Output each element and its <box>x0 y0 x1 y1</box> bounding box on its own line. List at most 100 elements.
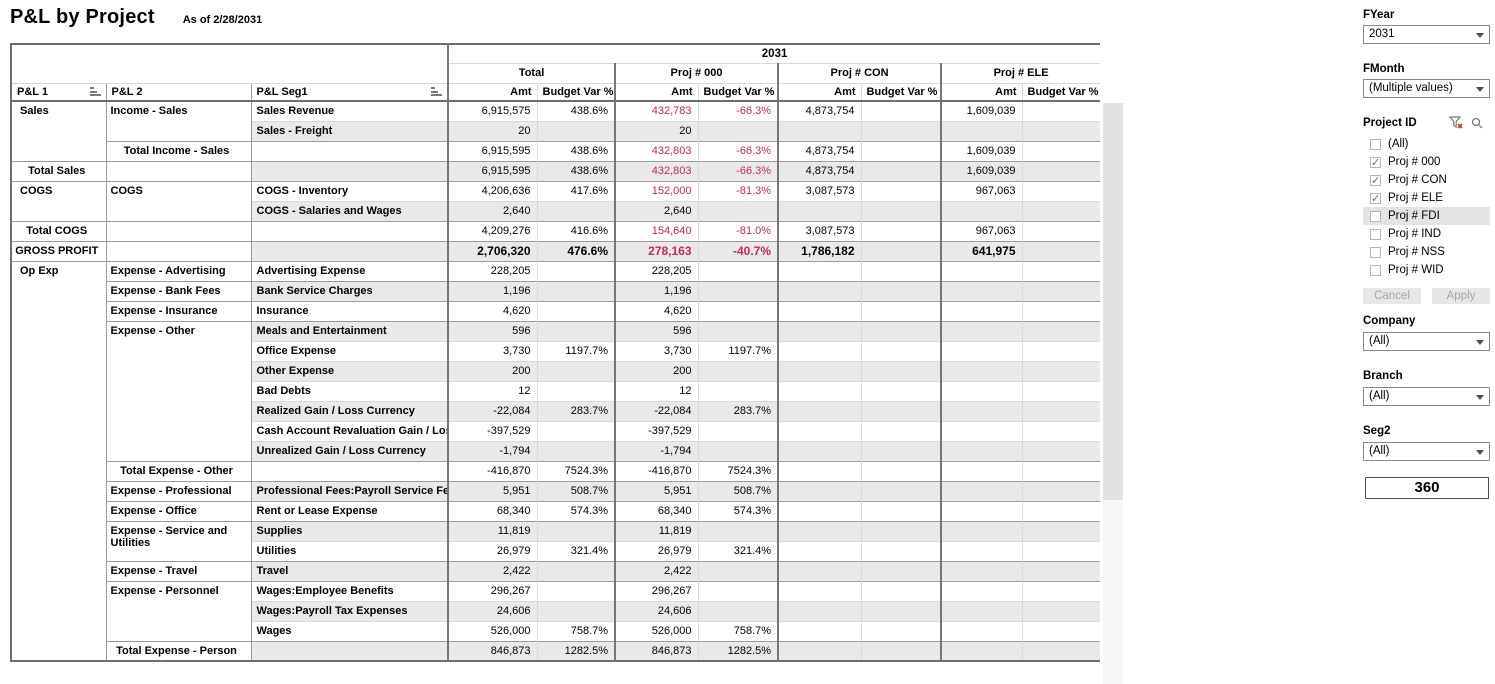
budget-var-cell[interactable]: 574.3% <box>697 500 779 521</box>
budget-var-cell[interactable] <box>697 520 779 541</box>
amount-cell[interactable]: 200 <box>614 360 699 381</box>
amount-cell[interactable] <box>940 540 1023 561</box>
seg1-cell[interactable] <box>250 220 449 241</box>
amount-cell[interactable] <box>940 440 1023 461</box>
seg1-label[interactable]: COGS - Inventory <box>250 180 449 201</box>
budget-var-cell[interactable] <box>1021 560 1100 581</box>
budget-var-cell[interactable]: -66.3% <box>697 140 779 161</box>
budget-var-cell[interactable] <box>1021 320 1100 341</box>
budget-var-cell[interactable]: -81.3% <box>697 180 779 201</box>
budget-var-cell[interactable] <box>860 160 942 181</box>
year-column-header[interactable]: 2031 <box>447 44 1100 64</box>
amount-cell[interactable]: 5,951 <box>447 480 538 501</box>
budget-var-cell[interactable]: 321.4% <box>536 540 616 561</box>
seg1-label[interactable]: Wages:Employee Benefits <box>250 580 449 601</box>
project-option-proj-ind[interactable]: Proj # IND <box>1363 225 1490 243</box>
seg1-label[interactable]: Travel <box>250 560 449 581</box>
budget-var-cell[interactable] <box>860 540 942 561</box>
amount-cell[interactable]: 432,803 <box>614 140 699 161</box>
column-group-projele[interactable]: Proj # ELE <box>940 63 1100 84</box>
budget-var-cell[interactable] <box>1021 400 1100 421</box>
budget-var-cell[interactable] <box>1021 260 1100 281</box>
pl1-label[interactable]: Op Exp <box>11 260 106 661</box>
amount-cell[interactable] <box>940 400 1023 421</box>
budget-var-cell[interactable] <box>1021 420 1100 441</box>
budget-var-cell[interactable] <box>697 280 779 301</box>
budget-var-cell[interactable]: 1282.5% <box>536 640 616 661</box>
amount-cell[interactable]: 4,873,754 <box>777 100 862 121</box>
amount-cell[interactable]: 20 <box>614 120 699 141</box>
amount-cell[interactable] <box>940 360 1023 381</box>
budget-var-cell[interactable]: 1282.5% <box>697 640 779 661</box>
amount-cell[interactable]: 200 <box>447 360 538 381</box>
column-group-projcon[interactable]: Proj # CON <box>777 63 942 84</box>
budget-var-cell[interactable] <box>697 440 779 461</box>
pl2-cell[interactable] <box>105 160 251 181</box>
budget-var-cell[interactable] <box>860 360 942 381</box>
amount-cell[interactable]: 154,640 <box>614 220 699 241</box>
budget-var-cell[interactable] <box>860 100 942 121</box>
pl2-cell[interactable] <box>105 240 251 261</box>
budget-var-cell[interactable] <box>697 380 779 401</box>
budget-var-cell[interactable] <box>860 560 942 581</box>
budget-var-cell[interactable] <box>860 460 942 481</box>
amount-cell[interactable] <box>777 640 862 661</box>
amount-cell[interactable]: 6,915,575 <box>447 100 538 121</box>
seg1-cell[interactable] <box>250 140 449 161</box>
seg1-label[interactable]: Cash Account Revaluation Gain / Loss <box>250 420 449 441</box>
budget-var-cell[interactable]: -81.0% <box>697 220 779 241</box>
budget-var-cell[interactable] <box>860 280 942 301</box>
project-option--all-[interactable]: (All) <box>1363 135 1490 153</box>
budget-var-cell[interactable] <box>536 580 616 601</box>
amount-cell[interactable] <box>777 560 862 581</box>
seg1-cell[interactable] <box>250 460 449 481</box>
pl2-total-label[interactable]: Total Expense - Person <box>105 640 251 661</box>
amount-cell[interactable]: 6,915,595 <box>447 140 538 161</box>
pl2-cell[interactable] <box>105 220 251 241</box>
amount-cell[interactable] <box>940 580 1023 601</box>
vertical-scrollbar[interactable] <box>1103 103 1123 684</box>
amount-cell[interactable] <box>940 320 1023 341</box>
amount-cell[interactable]: 3,730 <box>447 340 538 361</box>
pl2-label[interactable]: Expense - Other <box>105 320 251 461</box>
budget-var-cell[interactable] <box>1021 100 1100 121</box>
budget-var-cell[interactable] <box>1021 340 1100 361</box>
seg1-cell[interactable] <box>250 240 449 261</box>
amount-cell[interactable] <box>777 620 862 641</box>
pl2-label[interactable]: Expense - Bank Fees <box>105 280 251 301</box>
amount-cell[interactable]: -416,870 <box>614 460 699 481</box>
seg1-label[interactable]: Bank Service Charges <box>250 280 449 301</box>
amount-cell[interactable]: 596 <box>447 320 538 341</box>
budget-var-cell[interactable] <box>1021 360 1100 381</box>
row-header-seg1[interactable]: P&L Seg1 <box>250 83 449 102</box>
budget-var-cell[interactable]: -66.3% <box>697 160 779 181</box>
seg1-label[interactable]: Advertising Expense <box>250 260 449 281</box>
apply-button[interactable]: Apply <box>1432 288 1490 304</box>
column-group-proj000[interactable]: Proj # 000 <box>614 63 779 84</box>
checkbox-icon[interactable] <box>1370 228 1381 240</box>
fyear-dropdown[interactable]: 2031 <box>1363 25 1490 44</box>
budget-var-cell[interactable] <box>697 420 779 441</box>
amount-cell[interactable]: 4,206,636 <box>447 180 538 201</box>
budget-var-cell[interactable] <box>1021 440 1100 461</box>
amount-cell[interactable]: 846,873 <box>614 640 699 661</box>
pl2-label[interactable]: Expense - Personnel <box>105 580 251 641</box>
budget-var-cell[interactable] <box>1021 380 1100 401</box>
scrollbar-thumb[interactable] <box>1103 103 1123 500</box>
budget-var-cell[interactable]: 574.3% <box>536 500 616 521</box>
seg2-dropdown[interactable]: (All) <box>1363 442 1490 461</box>
amount-cell[interactable]: -22,084 <box>447 400 538 421</box>
amount-cell[interactable]: 1,196 <box>447 280 538 301</box>
seg1-label[interactable]: Rent or Lease Expense <box>250 500 449 521</box>
amount-cell[interactable]: 296,267 <box>447 580 538 601</box>
budget-var-cell[interactable]: 7524.3% <box>536 460 616 481</box>
budget-var-cell[interactable] <box>697 200 779 221</box>
budget-var-cell[interactable]: 7524.3% <box>697 460 779 481</box>
amount-cell[interactable]: 2,422 <box>614 560 699 581</box>
amount-cell[interactable] <box>777 480 862 501</box>
pl1-total-label[interactable]: GROSS PROFIT <box>11 240 106 261</box>
checkbox-icon[interactable] <box>1370 246 1381 258</box>
project-option-proj-wid[interactable]: Proj # WID <box>1363 261 1490 279</box>
budget-var-cell[interactable] <box>860 240 942 261</box>
amount-cell[interactable]: -397,529 <box>614 420 699 441</box>
